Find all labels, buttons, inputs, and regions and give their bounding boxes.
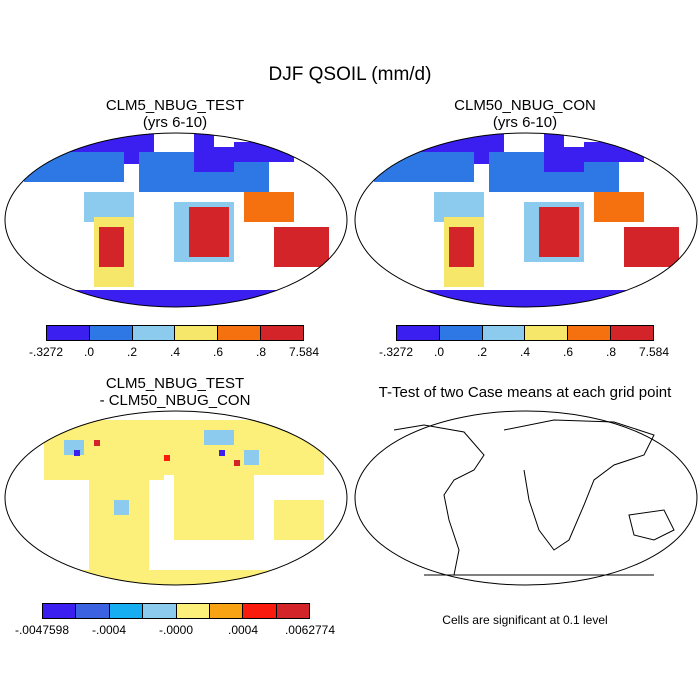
colorbar-label: .2 (476, 345, 488, 359)
colorbar-swatch (47, 326, 90, 340)
panel-title-line1: CLM5_NBUG_TEST (105, 375, 245, 392)
colorbar-swatch (76, 604, 110, 618)
colorbar-label: .0062774 (284, 623, 336, 637)
field-case-con (374, 133, 679, 307)
colorbar-label: 7.584 (638, 345, 670, 359)
figure-title: DJF QSOIL (mm/d) (268, 64, 432, 85)
colorbar-swatch (482, 326, 526, 340)
colorbar-swatch (611, 326, 653, 340)
colorbar-case-test (46, 325, 304, 341)
colorbar-label: .2 (126, 345, 138, 359)
panel-title-line1: CLM5_NBUG_TEST (105, 97, 245, 114)
colorbar-swatch (261, 326, 303, 340)
colorbar-swatch (397, 326, 440, 340)
colorbar-swatch (176, 604, 210, 618)
colorbar-swatch (132, 326, 176, 340)
colorbar-label: .0 (433, 345, 445, 359)
colorbar-swatch (43, 604, 77, 618)
colorbar-difference (42, 603, 310, 619)
panel-title-diff: CLM5_NBUG_TEST - CLM50_NBUG_CON (70, 375, 280, 409)
panel-title-test: CLM5_NBUG_TEST (yrs 6-10) (70, 97, 280, 131)
colorbar-label: .4 (169, 345, 181, 359)
panel-title-line2: - CLM50_NBUG_CON (99, 392, 251, 409)
colorbar-label: -.3272 (28, 345, 64, 359)
colorbar-label: -.0047598 (14, 623, 70, 637)
colorbar-label: .4 (519, 345, 531, 359)
map-case-con (354, 132, 698, 308)
map-case-test (4, 132, 348, 308)
colorbar-label: -.0004 (91, 623, 127, 637)
colorbar-swatch (109, 604, 144, 618)
colorbar-label: -.3272 (378, 345, 414, 359)
colorbar-swatch (439, 326, 483, 340)
colorbar-label: .8 (255, 345, 267, 359)
colorbar-swatch (175, 326, 219, 340)
colorbar-label: .6 (212, 345, 224, 359)
colorbar-swatch (143, 604, 177, 618)
colorbar-label: .6 (562, 345, 574, 359)
colorbar-swatch (243, 604, 277, 618)
panel-title-line2: (yrs 6-10) (492, 114, 558, 131)
panel-title-line1: CLM50_NBUG_CON (454, 97, 596, 114)
colorbar-case-con (396, 325, 654, 341)
colorbar-swatch (525, 326, 569, 340)
colorbar-swatch (218, 326, 262, 340)
field-difference (44, 420, 324, 585)
colorbar-label: 7.584 (288, 345, 320, 359)
map-difference (4, 410, 348, 586)
panel-title-line2: (yrs 6-10) (142, 114, 208, 131)
colorbar-swatch (89, 326, 133, 340)
field-case-test (24, 133, 329, 307)
colorbar-swatch (276, 604, 309, 618)
colorbar-swatch (209, 604, 244, 618)
panel-title-ttest: T-Test of two Case means at each grid po… (378, 384, 672, 401)
colorbar-label: .8 (605, 345, 617, 359)
map-ttest (354, 410, 698, 586)
colorbar-label: -.0000 (158, 623, 194, 637)
colorbar-swatch (568, 326, 612, 340)
significance-note: Cells are significant at 0.1 level (442, 613, 608, 627)
panel-title-con: CLM50_NBUG_CON (yrs 6-10) (420, 97, 630, 131)
colorbar-label: .0 (83, 345, 95, 359)
colorbar-label: .0004 (227, 623, 259, 637)
